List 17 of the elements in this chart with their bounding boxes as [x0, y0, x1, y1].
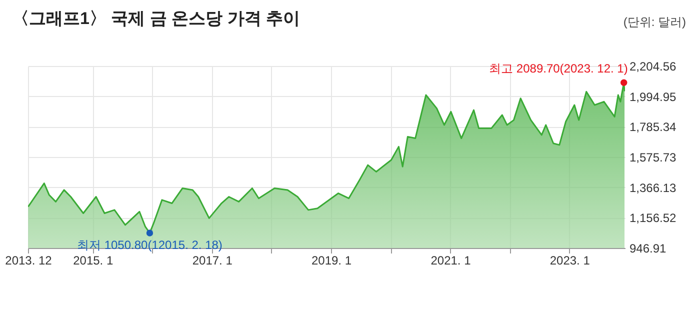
- annotation: 최저 1050.80(12015. 2. 18): [77, 238, 222, 252]
- y-tick-label: 946.91: [630, 242, 667, 256]
- text: (단위: 달러): [623, 14, 686, 31]
- y-tick-label: 1,156.52: [630, 211, 677, 226]
- x-tick-label: 2021. 1: [430, 254, 472, 268]
- y-tick-label: 1,366.13: [630, 180, 677, 195]
- y-tick-label: 1,785.34: [630, 120, 677, 134]
- x-tick-label: 2015. 1: [73, 254, 114, 268]
- annotation: 최고 2089.70(2023. 12. 1): [489, 62, 628, 76]
- x-tick-label: 2017. 1: [192, 254, 233, 268]
- y-tick-label: 1,575.73: [630, 150, 677, 164]
- x-tick-label: 2023. 1: [550, 254, 590, 268]
- chart-title: 〈그래프1〉 국제 금 온스당 가격 추이: [12, 9, 300, 28]
- y-tick-label: 1,994.95: [630, 90, 677, 104]
- x-tick-label: 2019. 1: [311, 254, 352, 268]
- y-tick-label: 2,204.56: [630, 60, 677, 74]
- x-tick-label: 2013. 12: [5, 254, 52, 268]
